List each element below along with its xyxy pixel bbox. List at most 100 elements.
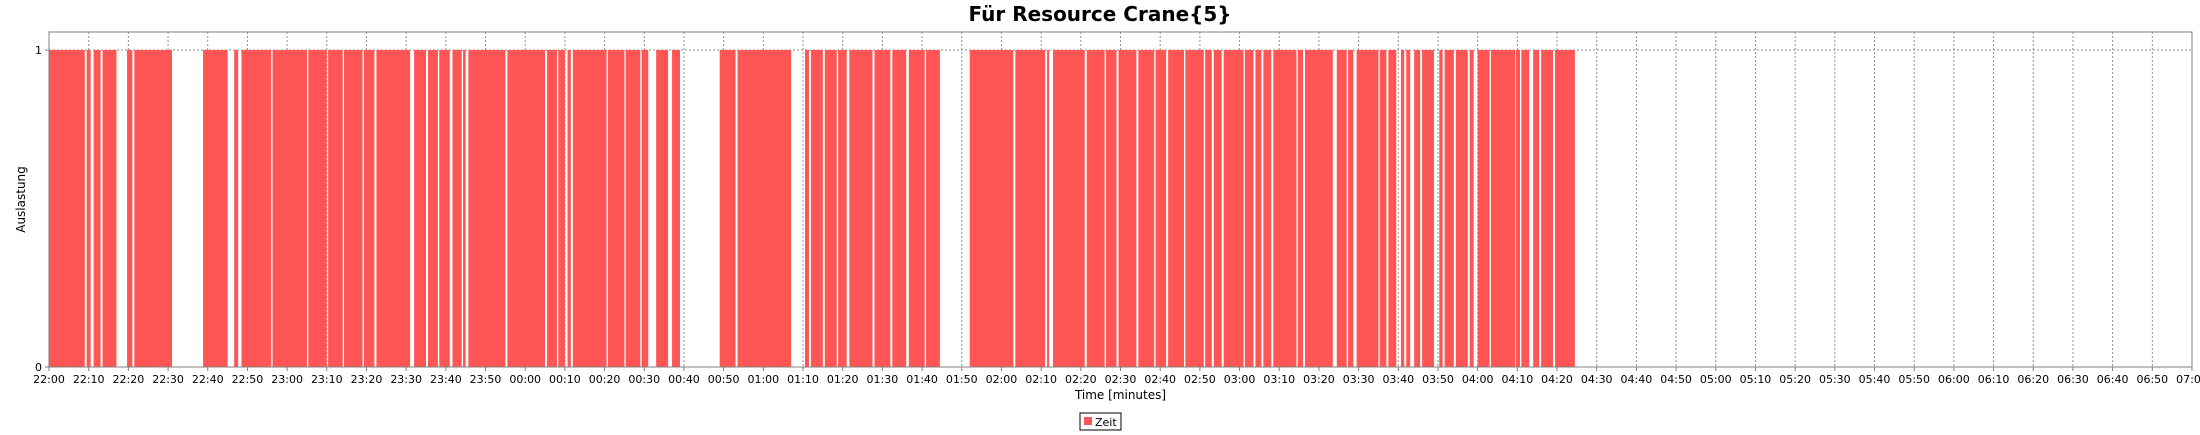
x-tick-label: 23:50 bbox=[470, 373, 502, 386]
utilization-bar bbox=[908, 50, 925, 367]
utilization-bar bbox=[363, 50, 375, 367]
utilization-bar bbox=[1414, 50, 1421, 367]
utilization-bar bbox=[234, 50, 239, 367]
utilization-bar bbox=[625, 50, 641, 367]
x-tick-label: 06:00 bbox=[1938, 373, 1970, 386]
legend-label: Zeit bbox=[1095, 416, 1117, 429]
utilization-bar bbox=[558, 50, 565, 367]
utilization-bar bbox=[737, 50, 792, 367]
utilization-bar bbox=[572, 50, 607, 367]
x-tick-label: 07:00 bbox=[2176, 373, 2200, 386]
utilization-bar bbox=[719, 50, 736, 367]
x-tick-label: 01:50 bbox=[946, 373, 978, 386]
x-tick-label: 03:10 bbox=[1263, 373, 1295, 386]
x-tick-label: 02:00 bbox=[986, 373, 1018, 386]
utilization-bar bbox=[49, 50, 85, 367]
legend-swatch bbox=[1084, 417, 1092, 425]
utilization-bar bbox=[1168, 50, 1184, 367]
utilization-bar bbox=[1297, 50, 1304, 367]
utilization-bar bbox=[824, 50, 837, 367]
x-tick-label: 22:30 bbox=[152, 373, 184, 386]
utilization-bar bbox=[1516, 50, 1520, 367]
x-tick-label: 05:40 bbox=[1859, 373, 1891, 386]
utilization-bar bbox=[1053, 50, 1085, 367]
utilization-bar bbox=[1521, 50, 1530, 367]
x-tick-label: 22:00 bbox=[33, 373, 65, 386]
utilization-bar bbox=[1469, 50, 1474, 367]
x-tick-label: 06:40 bbox=[2097, 373, 2129, 386]
utilization-bar bbox=[1533, 50, 1540, 367]
utilization-bar bbox=[203, 50, 228, 367]
utilization-bar bbox=[849, 50, 873, 367]
utilization-bar bbox=[1422, 50, 1435, 367]
utilization-bar bbox=[1406, 50, 1411, 367]
x-tick-label: 05:20 bbox=[1779, 373, 1811, 386]
x-tick-label: 02:50 bbox=[1184, 373, 1216, 386]
utilization-bar bbox=[463, 50, 466, 367]
y-tick-label: 0 bbox=[35, 361, 42, 374]
utilization-bar bbox=[86, 50, 91, 367]
x-tick-label: 05:30 bbox=[1819, 373, 1851, 386]
utilization-bar bbox=[414, 50, 427, 367]
x-tick-label: 01:20 bbox=[827, 373, 859, 386]
utilization-bar bbox=[1305, 50, 1333, 367]
utilization-bar bbox=[1244, 50, 1254, 367]
utilization-bar bbox=[452, 50, 462, 367]
utilization-bar bbox=[926, 50, 940, 367]
x-tick-label: 04:30 bbox=[1581, 373, 1613, 386]
x-tick-label: 02:40 bbox=[1144, 373, 1176, 386]
chart-title: Für Resource Crane{5} bbox=[968, 2, 1232, 26]
x-tick-label: 03:30 bbox=[1343, 373, 1375, 386]
utilization-bar bbox=[241, 50, 272, 367]
utilization-bar bbox=[892, 50, 907, 367]
utilization-bar bbox=[427, 50, 438, 367]
utilization-bar bbox=[1490, 50, 1516, 367]
utilization-bar bbox=[134, 50, 173, 367]
utilization-bar bbox=[1541, 50, 1554, 367]
x-tick-label: 23:00 bbox=[271, 373, 303, 386]
utilization-bar bbox=[1439, 50, 1443, 367]
x-tick-label: 00:20 bbox=[589, 373, 621, 386]
legend: Zeit bbox=[1079, 412, 1122, 431]
utilization-bar bbox=[641, 50, 649, 367]
x-tick-label: 05:50 bbox=[1898, 373, 1930, 386]
x-tick-label: 00:30 bbox=[628, 373, 660, 386]
utilization-bar bbox=[1255, 50, 1262, 367]
x-tick-label: 02:10 bbox=[1025, 373, 1057, 386]
utilization-bar bbox=[838, 50, 847, 367]
x-tick-label: 00:40 bbox=[668, 373, 700, 386]
x-tick-label: 23:30 bbox=[390, 373, 422, 386]
x-tick-label: 01:30 bbox=[867, 373, 899, 386]
x-tick-label: 01:00 bbox=[747, 373, 779, 386]
utilization-bar bbox=[1477, 50, 1490, 367]
utilization-bar bbox=[102, 50, 117, 367]
utilization-bar bbox=[343, 50, 363, 367]
utilization-bar bbox=[1400, 50, 1405, 367]
utilization-bar bbox=[672, 50, 680, 367]
x-tick-label: 05:10 bbox=[1740, 373, 1772, 386]
utilization-bar bbox=[1086, 50, 1105, 367]
x-tick-label: 04:40 bbox=[1621, 373, 1653, 386]
utilization-bar bbox=[607, 50, 625, 367]
x-tick-label: 22:10 bbox=[73, 373, 105, 386]
x-tick-label: 06:30 bbox=[2057, 373, 2089, 386]
x-tick-label: 03:00 bbox=[1224, 373, 1256, 386]
utilization-bar bbox=[1155, 50, 1167, 367]
utilization-bar bbox=[1356, 50, 1379, 367]
x-tick-label: 03:40 bbox=[1382, 373, 1414, 386]
utilization-bar bbox=[127, 50, 133, 367]
utilization-bar bbox=[1348, 50, 1354, 367]
x-tick-label: 03:50 bbox=[1422, 373, 1454, 386]
utilization-bar bbox=[1118, 50, 1137, 367]
x-tick-label: 02:30 bbox=[1105, 373, 1137, 386]
x-tick-label: 04:20 bbox=[1541, 373, 1573, 386]
utilization-bar bbox=[656, 50, 669, 367]
x-tick-label: 23:40 bbox=[430, 373, 462, 386]
utilization-bar bbox=[1223, 50, 1244, 367]
utilization-bar bbox=[328, 50, 343, 367]
utilization-bar bbox=[547, 50, 557, 367]
y-tick-label: 1 bbox=[35, 44, 42, 57]
x-tick-label: 22:20 bbox=[113, 373, 145, 386]
utilization-bar bbox=[272, 50, 307, 367]
x-tick-label: 06:50 bbox=[2136, 373, 2168, 386]
